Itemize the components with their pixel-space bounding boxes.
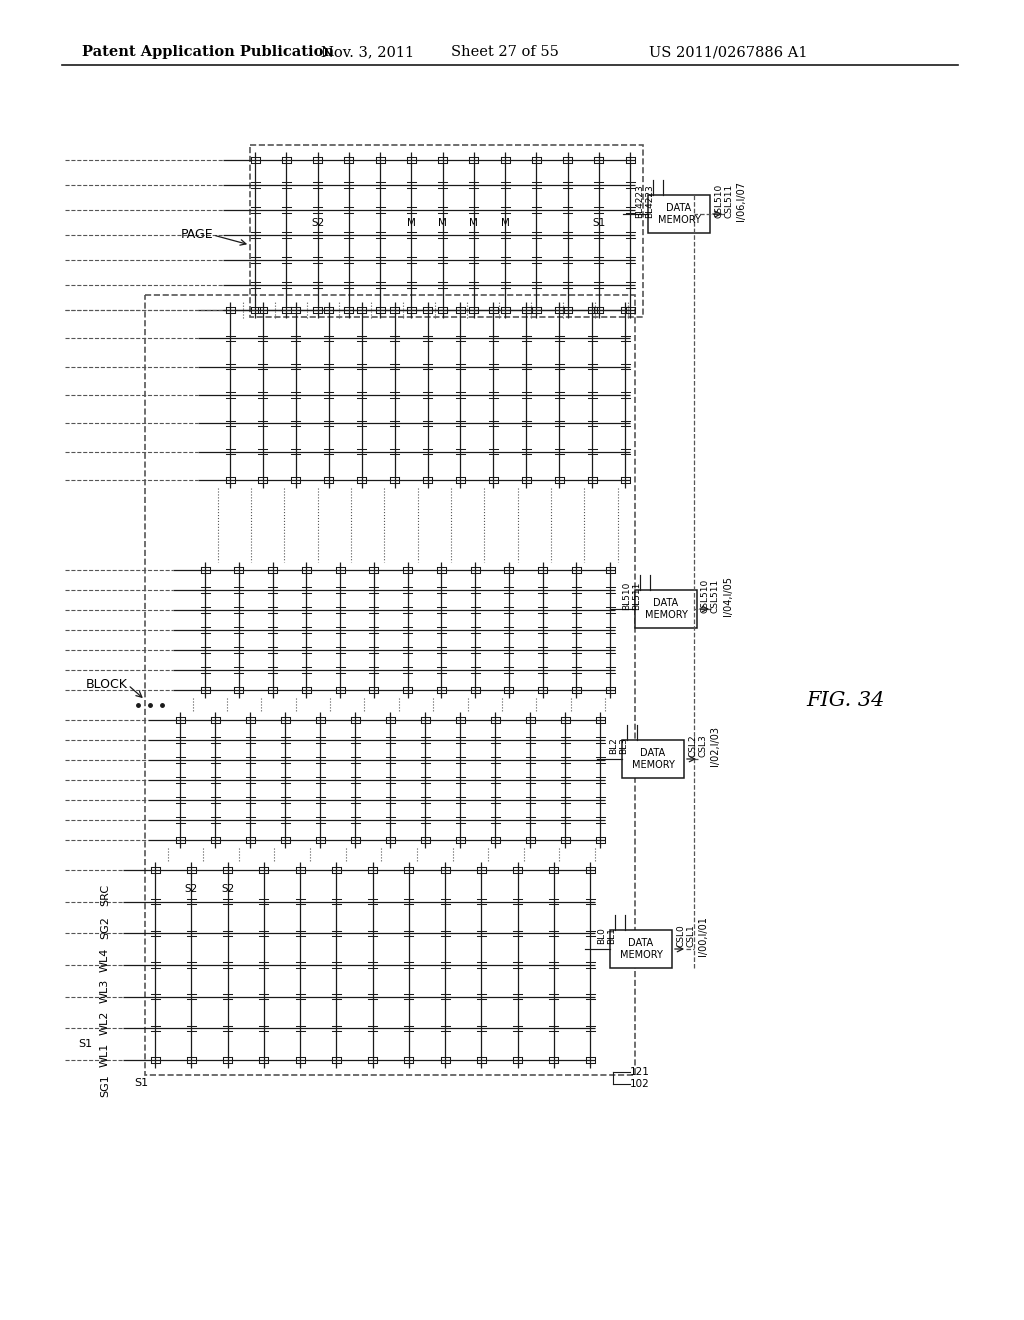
Text: DATA: DATA	[667, 203, 691, 213]
Text: MEMORY: MEMORY	[644, 610, 687, 620]
Text: BL511: BL511	[632, 582, 641, 610]
Text: S1: S1	[78, 1039, 92, 1049]
Text: I/00,I/01: I/00,I/01	[698, 916, 708, 956]
Text: BL4223: BL4223	[645, 183, 654, 218]
Text: S2: S2	[311, 218, 325, 227]
Text: S2: S2	[184, 884, 198, 894]
Text: DATA: DATA	[629, 939, 653, 948]
Text: M: M	[469, 218, 478, 227]
Bar	[648, 195, 710, 234]
Text: M: M	[407, 218, 416, 227]
Text: CSL0: CSL0	[676, 924, 685, 948]
Text: Patent Application Publication: Patent Application Publication	[82, 45, 334, 59]
Bar	[145, 294, 635, 1074]
Text: BL510: BL510	[622, 582, 631, 610]
Text: M: M	[438, 218, 446, 227]
Text: BL0: BL0	[597, 928, 606, 944]
Text: CSL1: CSL1	[686, 924, 695, 948]
Text: 121: 121	[630, 1067, 650, 1077]
Text: US 2011/0267886 A1: US 2011/0267886 A1	[649, 45, 807, 59]
Text: SRC: SRC	[100, 884, 110, 906]
Text: FIG. 34: FIG. 34	[806, 690, 884, 710]
Text: CSL2: CSL2	[688, 735, 697, 758]
Text: MEMORY: MEMORY	[620, 950, 663, 960]
Text: M: M	[501, 218, 509, 227]
Text: WL1: WL1	[100, 1043, 110, 1067]
Bar	[622, 741, 684, 777]
Bar	[610, 931, 672, 968]
Text: S1: S1	[134, 1078, 148, 1088]
Text: CSL511: CSL511	[711, 579, 720, 612]
Text: WL4: WL4	[100, 948, 110, 972]
Text: BL1: BL1	[607, 928, 616, 944]
Text: Nov. 3, 2011: Nov. 3, 2011	[322, 45, 415, 59]
Text: BL2: BL2	[609, 738, 618, 754]
Text: S1: S1	[592, 218, 605, 227]
Text: SG1: SG1	[100, 1074, 110, 1097]
Text: WL3: WL3	[100, 979, 110, 1003]
Bar	[250, 145, 643, 317]
Text: MEMORY: MEMORY	[632, 760, 675, 770]
Text: I/06,I/07: I/06,I/07	[736, 181, 746, 220]
Text: SG2: SG2	[100, 916, 110, 939]
Text: CSL511: CSL511	[724, 183, 733, 218]
Text: Sheet 27 of 55: Sheet 27 of 55	[451, 45, 559, 59]
Text: PAGE: PAGE	[180, 228, 213, 242]
Text: DATA: DATA	[653, 598, 679, 609]
Text: WL2: WL2	[100, 1011, 110, 1035]
Text: 102: 102	[630, 1078, 650, 1089]
Text: BLOCK: BLOCK	[86, 678, 128, 692]
Text: CSL510: CSL510	[701, 579, 710, 612]
Text: CSL3: CSL3	[698, 735, 707, 758]
Text: I/04,I/05: I/04,I/05	[723, 576, 733, 616]
Text: BL3: BL3	[618, 738, 628, 755]
Text: I/02,I/03: I/02,I/03	[710, 726, 720, 766]
Text: CSL510: CSL510	[714, 183, 723, 218]
Text: DATA: DATA	[640, 748, 666, 758]
Bar	[635, 590, 697, 628]
Text: BL4223: BL4223	[635, 183, 644, 218]
Text: MEMORY: MEMORY	[657, 215, 700, 224]
Text: S2: S2	[221, 884, 234, 894]
